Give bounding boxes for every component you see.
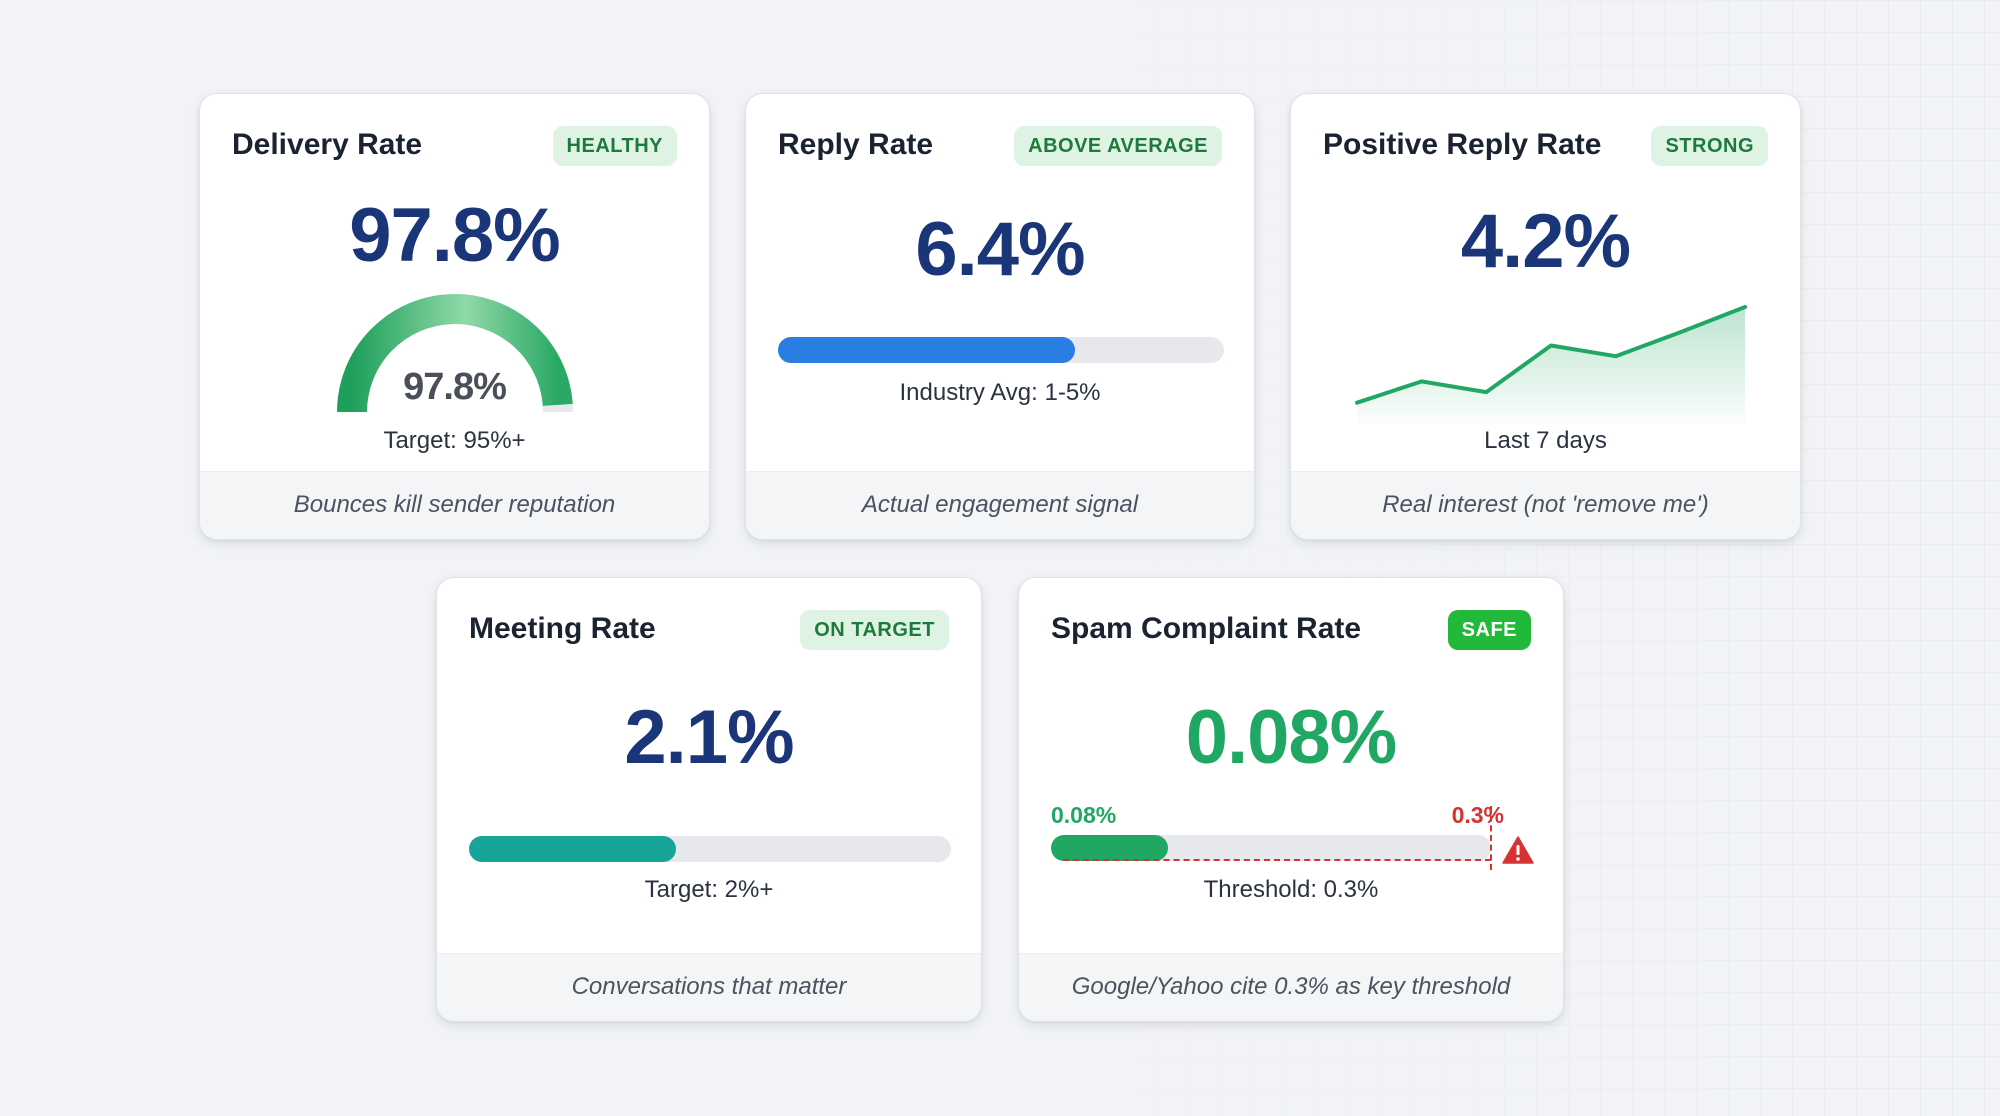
metric-value: 4.2% (1460, 199, 1631, 284)
metric-value: 6.4% (915, 207, 1085, 292)
card-title: Spam Complaint Rate (1051, 612, 1362, 645)
gauge-value: 97.8% (403, 366, 507, 408)
target-label: Target: 2%+ (644, 876, 774, 903)
status-badge: STRONG (1651, 126, 1768, 166)
progress-track (469, 836, 951, 862)
meeting-rate-card: Meeting Rate ON TARGET 2.1% Target: 2%+ … (436, 577, 982, 1022)
threshold-label: Threshold: 0.3% (1203, 876, 1379, 903)
threshold-value-label: 0.3% (1451, 802, 1504, 828)
card-title: Reply Rate (778, 128, 934, 161)
threshold-dashed-line (1063, 859, 1491, 861)
metric-value: 0.08% (1185, 695, 1398, 780)
status-badge: SAFE (1447, 610, 1531, 650)
card-footer: Google/Yahoo cite 0.3% as key threshold (1019, 953, 1563, 1021)
trend-area (1357, 307, 1745, 424)
trend-line (1355, 305, 1747, 405)
progress-fill (1051, 835, 1169, 861)
card-title: Positive Reply Rate (1323, 128, 1602, 161)
status-badge: ABOVE AVERAGE (1014, 126, 1222, 166)
progress-track (778, 337, 1224, 363)
status-badge: HEALTHY (552, 126, 677, 166)
period-label: Last 7 days (1484, 427, 1607, 454)
current-value-label: 0.08% (1051, 802, 1117, 828)
industry-average-label: Industry Avg: 1-5% (899, 379, 1101, 406)
trend-chart (1355, 305, 1747, 424)
card-title: Delivery Rate (232, 128, 423, 161)
spam-complaint-rate-card: Spam Complaint Rate SAFE 0.08% 0.08% 0.3… (1018, 577, 1564, 1022)
status-badge: ON TARGET (800, 610, 949, 650)
gauge-chart (337, 294, 573, 413)
card-footer: Actual engagement signal (746, 471, 1254, 539)
card-footer: Conversations that matter (437, 953, 981, 1021)
reply-rate-card: Reply Rate ABOVE AVERAGE 6.4% Industry A… (745, 93, 1255, 540)
threshold-marker (1490, 806, 1492, 870)
gauge-fill (337, 294, 573, 413)
warning-triangle-icon (1502, 836, 1534, 864)
progress-fill (778, 337, 1075, 363)
card-footer: Bounces kill sender reputation (200, 471, 709, 539)
metric-value: 97.8% (349, 193, 561, 278)
metric-value: 2.1% (624, 695, 794, 780)
card-footer: Real interest (not 'remove me') (1291, 471, 1800, 539)
progress-fill (469, 836, 677, 862)
positive-reply-rate-card: Positive Reply Rate STRONG 4.2% Last 7 d… (1290, 93, 1801, 540)
target-label: Target: 95%+ (383, 427, 526, 454)
card-title: Meeting Rate (469, 612, 656, 645)
spam-progress-track (1051, 835, 1491, 861)
delivery-rate-card: Delivery Rate HEALTHY 97.8% 97.8% Target… (199, 93, 710, 540)
